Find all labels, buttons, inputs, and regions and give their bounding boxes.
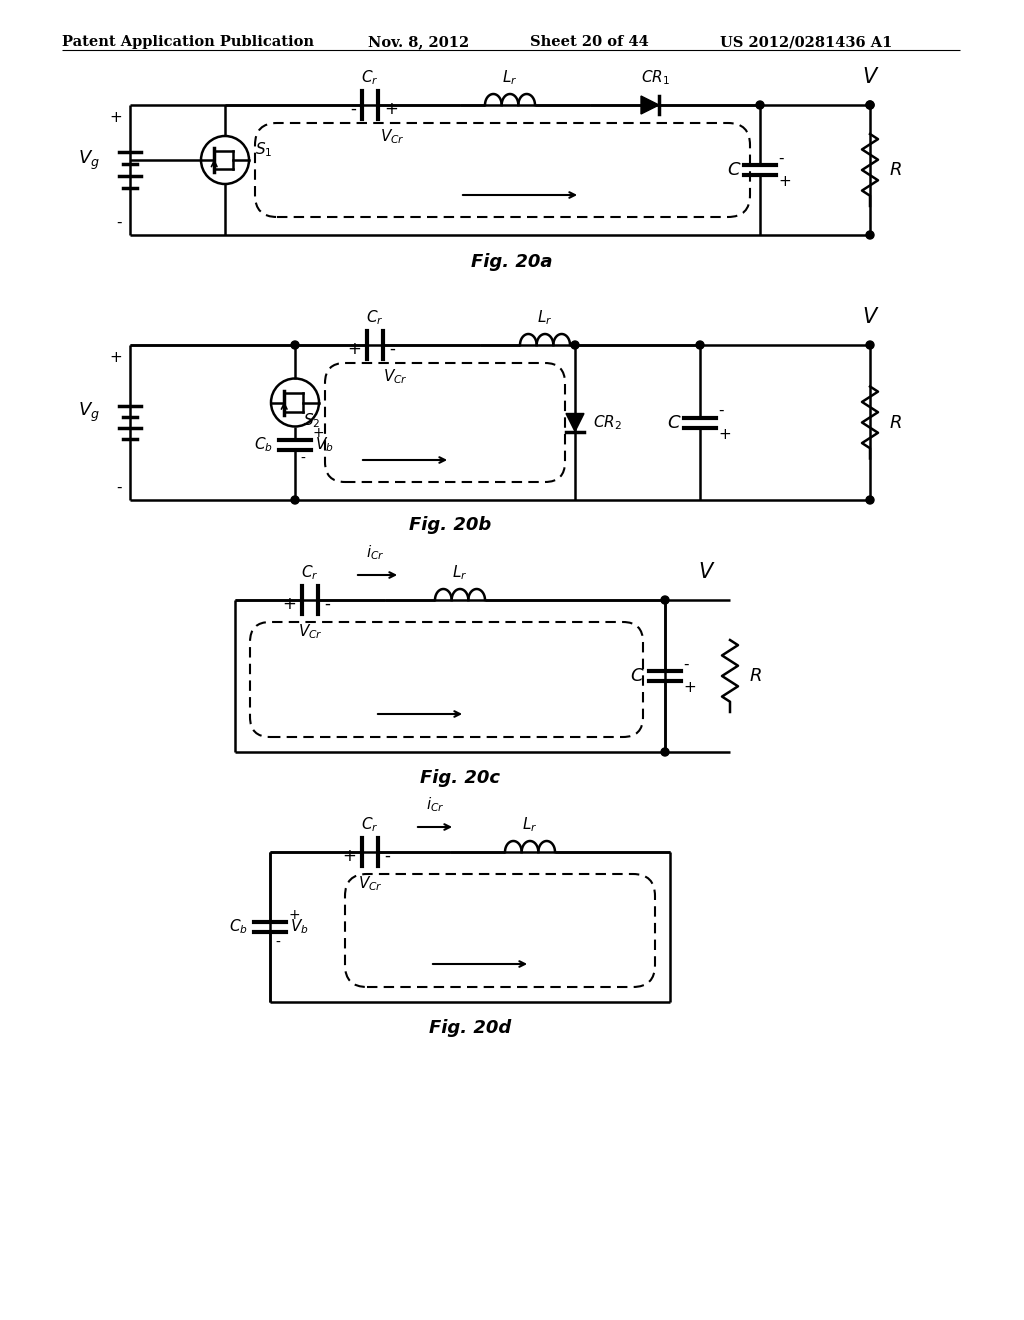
Circle shape — [866, 496, 874, 504]
Text: +: + — [778, 174, 791, 190]
Circle shape — [662, 597, 669, 605]
Text: -: - — [275, 936, 280, 950]
Text: V: V — [863, 308, 878, 327]
Text: Patent Application Publication: Patent Application Publication — [62, 36, 314, 49]
Text: -: - — [350, 100, 356, 117]
Text: R: R — [890, 161, 902, 180]
Text: C: C — [631, 667, 643, 685]
Text: $C_r$: $C_r$ — [301, 564, 318, 582]
Text: V: V — [863, 67, 878, 87]
Text: +: + — [110, 350, 122, 366]
Text: $V_g$: $V_g$ — [78, 401, 100, 424]
Text: C: C — [668, 413, 680, 432]
Text: $i_{Cr}$: $i_{Cr}$ — [366, 544, 384, 562]
Text: +: + — [283, 595, 296, 612]
Text: -: - — [778, 150, 783, 165]
Text: +: + — [347, 341, 361, 358]
Circle shape — [866, 341, 874, 348]
Text: +: + — [288, 908, 300, 921]
Text: Nov. 8, 2012: Nov. 8, 2012 — [368, 36, 469, 49]
Text: Fig. 20c: Fig. 20c — [420, 770, 500, 787]
Text: $CR_1$: $CR_1$ — [641, 69, 670, 87]
Text: $L_r$: $L_r$ — [522, 816, 538, 834]
Circle shape — [756, 102, 764, 110]
Circle shape — [291, 341, 299, 348]
Text: $CR_2$: $CR_2$ — [593, 413, 622, 432]
Text: $V_b$: $V_b$ — [315, 436, 334, 454]
Text: $V_b$: $V_b$ — [290, 917, 308, 936]
Circle shape — [866, 102, 874, 110]
Text: $V_{Cr}$: $V_{Cr}$ — [298, 622, 323, 640]
Text: $V_{Cr}$: $V_{Cr}$ — [383, 367, 408, 385]
Text: +: + — [342, 847, 356, 865]
Text: +: + — [313, 426, 325, 440]
Text: -: - — [300, 451, 305, 466]
Text: -: - — [683, 656, 688, 672]
Text: $V_{Cr}$: $V_{Cr}$ — [358, 874, 383, 892]
Circle shape — [696, 341, 705, 348]
Text: +: + — [110, 110, 122, 125]
Text: R: R — [890, 413, 902, 432]
Text: $S_1$: $S_1$ — [255, 141, 272, 160]
Text: -: - — [117, 480, 122, 495]
Text: $L_r$: $L_r$ — [453, 564, 468, 582]
Circle shape — [866, 231, 874, 239]
Text: R: R — [750, 667, 763, 685]
Text: $C_r$: $C_r$ — [367, 309, 384, 327]
Text: -: - — [324, 595, 330, 612]
Text: +: + — [683, 681, 695, 696]
Text: $V_g$: $V_g$ — [78, 148, 100, 172]
Text: Sheet 20 of 44: Sheet 20 of 44 — [530, 36, 649, 49]
Circle shape — [291, 496, 299, 504]
Text: $C_r$: $C_r$ — [361, 816, 379, 834]
Circle shape — [662, 748, 669, 756]
Circle shape — [571, 341, 579, 348]
Text: -: - — [389, 341, 395, 358]
Circle shape — [866, 102, 874, 110]
Text: $S_2$: $S_2$ — [303, 411, 321, 430]
Text: -: - — [117, 215, 122, 230]
Text: $C_b$: $C_b$ — [254, 436, 273, 454]
Text: $C_b$: $C_b$ — [229, 917, 248, 936]
Text: $i_{Cr}$: $i_{Cr}$ — [426, 795, 444, 814]
Text: C: C — [727, 161, 740, 180]
Text: $C_r$: $C_r$ — [361, 69, 379, 87]
Polygon shape — [641, 96, 659, 114]
Text: $L_r$: $L_r$ — [538, 309, 553, 327]
Text: Fig. 20a: Fig. 20a — [471, 253, 553, 271]
Text: +: + — [718, 426, 731, 442]
Text: V: V — [698, 562, 712, 582]
Text: US 2012/0281436 A1: US 2012/0281436 A1 — [720, 36, 892, 49]
Text: $L_r$: $L_r$ — [503, 69, 518, 87]
Text: Fig. 20d: Fig. 20d — [429, 1019, 511, 1038]
Text: +: + — [384, 100, 398, 117]
Text: -: - — [718, 403, 724, 418]
Text: -: - — [384, 847, 390, 865]
Polygon shape — [566, 413, 584, 432]
Text: $V_{Cr}$: $V_{Cr}$ — [380, 127, 404, 145]
Text: Fig. 20b: Fig. 20b — [409, 516, 492, 535]
